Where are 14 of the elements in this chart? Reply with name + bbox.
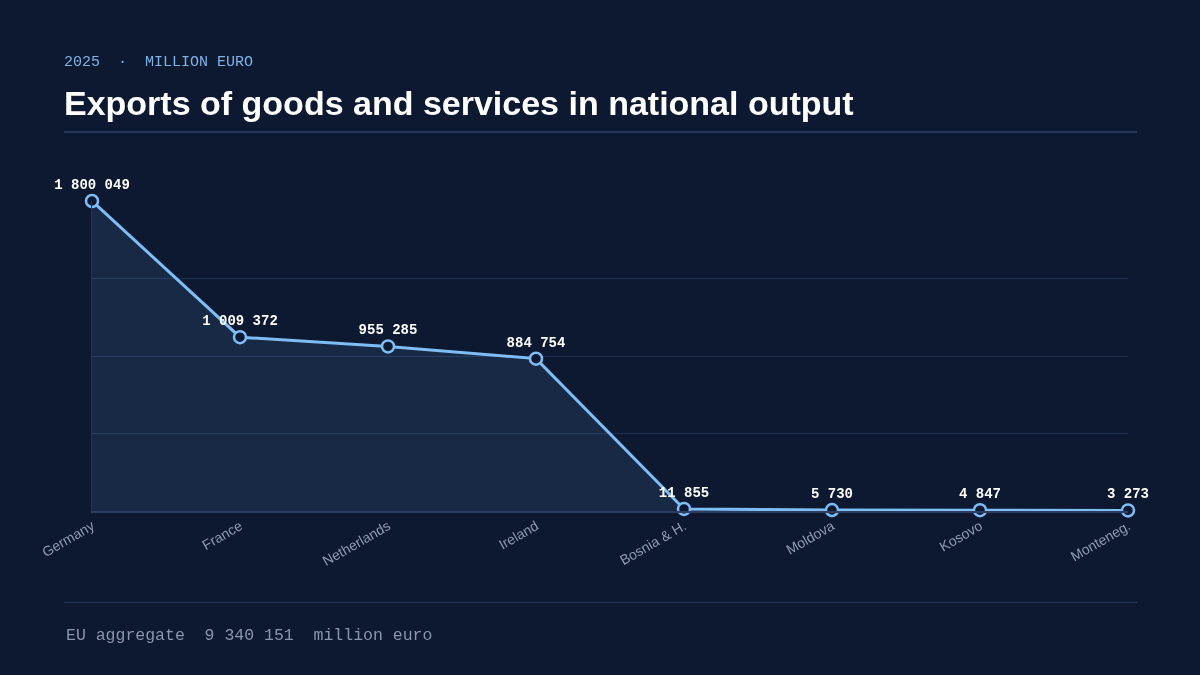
text: EU aggregate 9 340 151 million euro (66, 626, 433, 645)
chart-subtitle: 2025 · MILLION EURO (64, 54, 254, 72)
point (380, 339, 396, 354)
data-label: 5 730 (810, 486, 854, 503)
data-label: 955 285 (358, 322, 418, 339)
data-label: 884 754 (506, 334, 566, 351)
point (84, 193, 100, 209)
point (232, 329, 248, 345)
chart-title: Exports of goods and services in national output (64, 83, 854, 123)
data-label: 4 847 (958, 486, 1002, 503)
data-label: 3 273 (1106, 486, 1150, 503)
point (528, 351, 544, 366)
point (1120, 503, 1136, 518)
data-label: 1 800 049 (54, 177, 130, 193)
